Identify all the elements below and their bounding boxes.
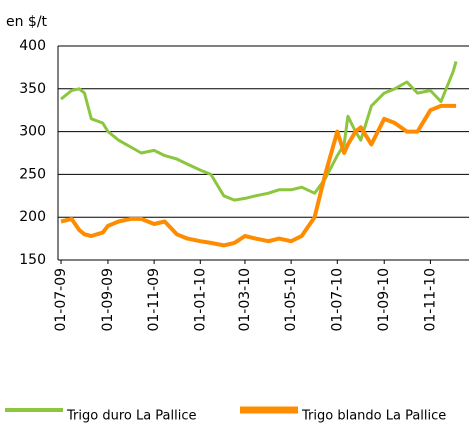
series-line (60, 60, 458, 202)
y-tick-label: 250 (19, 166, 46, 182)
x-tick-label: 01-07-09 (53, 268, 69, 332)
unit-label: en $/t (6, 14, 48, 30)
x-tick-label: 01-07-10 (329, 268, 345, 332)
x-tick-label: 01-09-10 (376, 268, 392, 332)
x-tick-label: 01-03-10 (237, 268, 253, 332)
x-tick-label: 01-01-10 (192, 268, 208, 332)
y-tick-label: 400 (19, 38, 46, 54)
legend-label: Trigo duro La Pallice (66, 409, 197, 424)
legend-label: Trigo blando La Pallice (301, 409, 446, 424)
x-tick-label: 01-05-10 (283, 268, 299, 332)
y-tick-label: 150 (19, 252, 46, 268)
y-tick-label: 200 (19, 209, 46, 225)
x-tick-label: 01-11-09 (146, 268, 162, 332)
x-tick-label: 01-09-09 (100, 268, 116, 332)
y-tick-label: 300 (19, 124, 46, 140)
x-tick-label: 01-11-10 (422, 268, 438, 332)
y-tick-label: 350 (19, 81, 46, 97)
series-line (60, 103, 457, 248)
